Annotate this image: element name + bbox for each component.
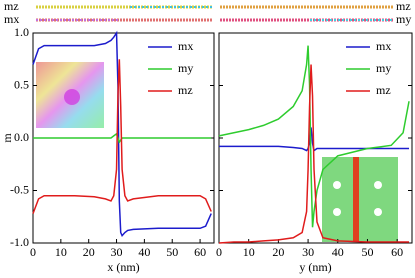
legend-label: mz	[376, 83, 391, 97]
x-axis-label: x (nm)	[107, 260, 139, 274]
y-axis-label: m	[0, 133, 14, 143]
legend-label: mx	[376, 39, 391, 53]
x-tick-label: 0	[216, 245, 222, 259]
strip-left	[36, 5, 212, 22]
strip-label: mz	[4, 0, 19, 13]
legend-label: mx	[178, 39, 193, 53]
y-tick-label: -1.0	[10, 235, 29, 249]
data-line	[32, 59, 212, 214]
x-tick-label: 30	[111, 245, 123, 259]
x-tick-label: 60	[194, 245, 206, 259]
strip-label: my	[396, 12, 411, 26]
strip-right	[220, 5, 394, 22]
x-tick-label: 10	[55, 245, 67, 259]
legend-label: mz	[178, 83, 193, 97]
y-tick-label: 0.5	[14, 77, 29, 91]
inset-left	[36, 62, 104, 128]
legend-label: my	[376, 61, 391, 75]
x-tick-label: 20	[83, 245, 95, 259]
data-line	[33, 132, 212, 144]
x-tick-label: 50	[166, 245, 178, 259]
data-line	[218, 45, 410, 228]
x-tick-label: 40	[138, 245, 150, 259]
x-tick-label: 50	[361, 245, 373, 259]
x-tick-label: 10	[243, 245, 255, 259]
x-tick-label: 40	[332, 245, 344, 259]
strip-label: mz	[396, 0, 411, 13]
data-line	[32, 30, 212, 238]
x-tick-label: 30	[302, 245, 314, 259]
legend-label: my	[178, 61, 193, 75]
y-tick-label: 0.0	[14, 130, 29, 144]
x-axis-label: y (nm)	[299, 260, 331, 274]
y-tick-label: 1.0	[14, 25, 29, 39]
inset-right	[322, 157, 398, 242]
data-line	[218, 64, 410, 244]
strip-label: mx	[4, 12, 19, 26]
x-tick-label: 20	[272, 245, 284, 259]
x-tick-label: 60	[391, 245, 403, 259]
x-tick-label: 0	[30, 245, 36, 259]
y-tick-label: -0.5	[10, 182, 29, 196]
